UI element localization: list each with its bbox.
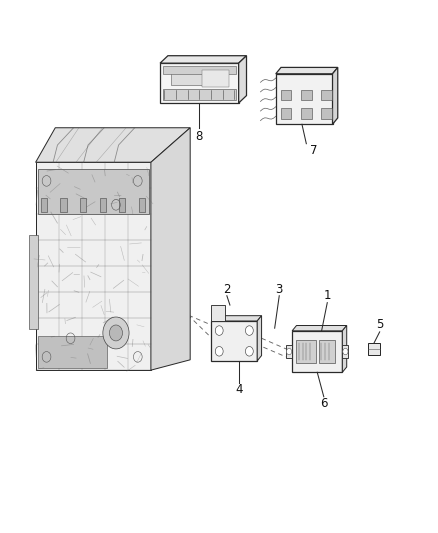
Text: 4: 4 <box>235 383 242 397</box>
Polygon shape <box>151 128 190 370</box>
Text: 1: 1 <box>324 289 331 302</box>
Circle shape <box>245 326 253 335</box>
Polygon shape <box>343 326 347 372</box>
Bar <box>368 343 380 355</box>
Circle shape <box>103 317 129 349</box>
Bar <box>119 198 125 212</box>
Bar <box>321 90 332 100</box>
Bar <box>301 90 311 100</box>
Bar <box>343 345 349 359</box>
Bar <box>201 70 229 86</box>
Bar <box>60 198 67 212</box>
Bar <box>286 345 292 359</box>
Text: 5: 5 <box>376 319 383 332</box>
Bar <box>318 340 335 363</box>
Bar <box>29 235 38 328</box>
Bar <box>38 336 107 368</box>
Text: 8: 8 <box>196 130 203 143</box>
Polygon shape <box>35 163 151 370</box>
Bar <box>292 331 343 372</box>
Polygon shape <box>257 316 261 361</box>
Bar <box>162 88 236 100</box>
Bar <box>281 108 291 119</box>
Bar <box>276 74 332 124</box>
Polygon shape <box>212 316 261 321</box>
Bar <box>80 198 86 212</box>
Bar <box>212 321 257 361</box>
Circle shape <box>286 349 292 355</box>
Bar <box>212 305 225 321</box>
Polygon shape <box>160 56 247 63</box>
Bar <box>162 66 236 74</box>
Bar <box>38 168 149 214</box>
Bar <box>321 108 332 119</box>
Text: 7: 7 <box>311 144 318 157</box>
Bar <box>139 198 145 212</box>
Text: 6: 6 <box>320 397 328 410</box>
Circle shape <box>215 346 223 356</box>
Circle shape <box>245 346 253 356</box>
Polygon shape <box>239 56 247 103</box>
Polygon shape <box>332 67 338 124</box>
Polygon shape <box>276 67 338 74</box>
Bar <box>297 340 315 363</box>
Bar <box>301 108 311 119</box>
Bar <box>281 90 291 100</box>
Circle shape <box>110 325 123 341</box>
Text: 3: 3 <box>276 283 283 296</box>
Polygon shape <box>35 128 190 163</box>
Bar <box>41 198 47 212</box>
Polygon shape <box>292 326 347 331</box>
Bar <box>160 63 239 103</box>
Bar <box>99 198 106 212</box>
Circle shape <box>215 326 223 335</box>
Text: 2: 2 <box>223 283 231 296</box>
Circle shape <box>343 349 348 355</box>
Bar <box>171 70 212 85</box>
